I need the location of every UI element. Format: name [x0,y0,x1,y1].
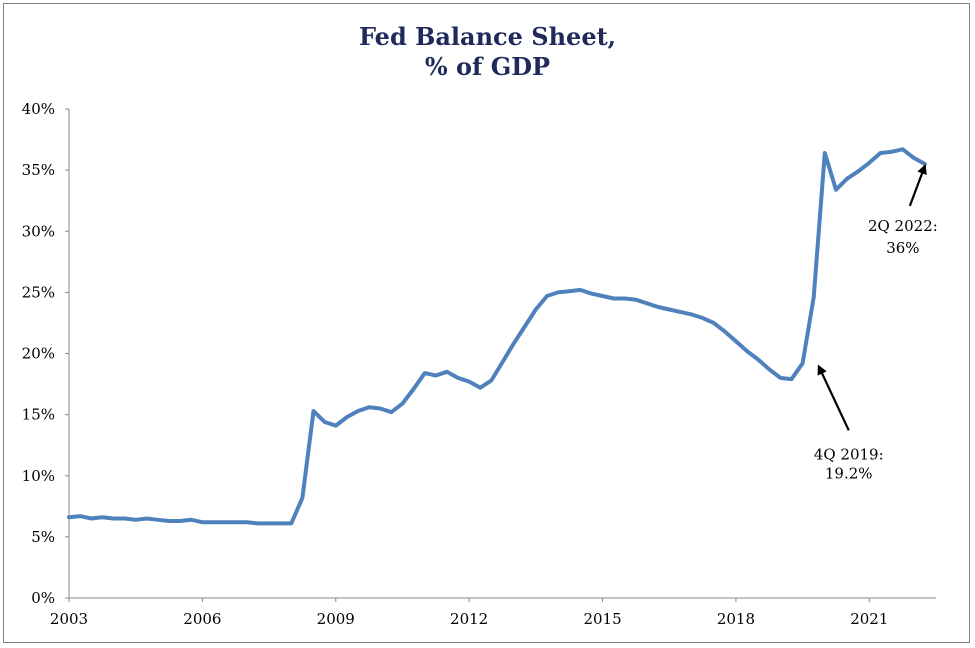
x-tick-label: 2003 [50,610,88,628]
x-tick-label: 2009 [317,610,355,628]
chart-title: Fed Balance Sheet, [358,22,617,51]
chart-subtitle: % of GDP [424,52,551,81]
x-tick-label: 2006 [183,610,221,628]
annotation-value: 36% [886,239,919,257]
annotation-arrow [908,164,927,207]
annotation-label: 2Q 2022: [868,217,938,235]
y-tick-label: 40% [22,100,55,118]
series-lines [67,147,927,526]
x-tick-label: 2015 [583,610,621,628]
x-tick-label: 2012 [450,610,488,628]
annotation-label: 4Q 2019: [814,445,884,463]
annotation-value: 19.2% [825,464,873,482]
y-tick-label: 5% [31,528,55,546]
x-axis-ticks: 2003 2006 2009 2012 2015 2018 2021 [50,598,888,628]
x-tick-label: 2021 [850,610,888,628]
y-tick-label: 30% [22,222,55,240]
x-tick-label: 2018 [717,610,755,628]
y-tick-label: 0% [31,589,55,607]
annotations: 4Q 2019:19.2% 2Q 2022: 36% [814,164,938,482]
y-tick-label: 25% [22,283,55,301]
series-line [67,147,927,526]
y-tick-label: 15% [22,406,55,424]
y-tick-label: 20% [22,345,55,363]
y-tick-label: 10% [22,467,55,485]
y-tick-label: 35% [22,161,55,179]
annotation-arrow [817,364,850,431]
y-axis-ticks: 0% 5% 10% 15% 20% 25% 30% 35% 40% [22,100,69,607]
